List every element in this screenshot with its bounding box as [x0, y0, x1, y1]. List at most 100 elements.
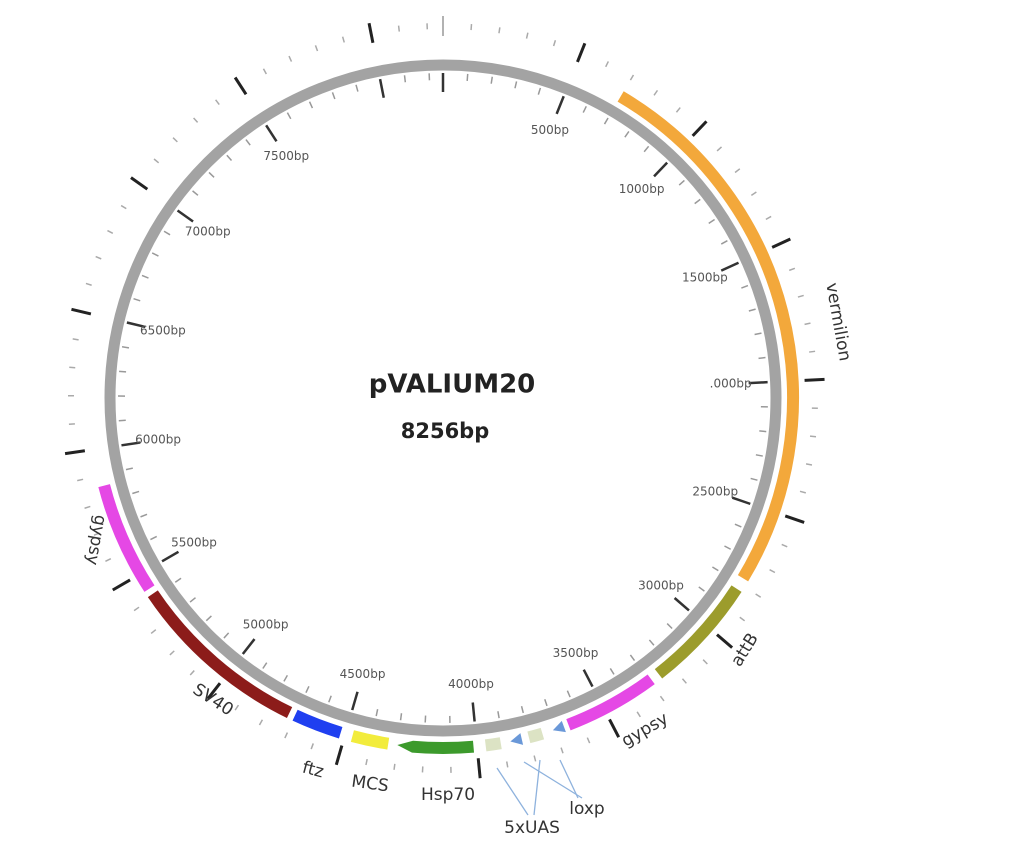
outer-tick: [785, 516, 804, 523]
inner-tick: [649, 640, 654, 645]
feature-label: vermilion: [821, 281, 854, 362]
inner-tick: [759, 431, 766, 432]
outer-tick: [740, 617, 745, 621]
inner-tick: [142, 275, 148, 278]
inner-tick: [263, 663, 267, 669]
inner-tick: [712, 567, 718, 571]
inner-tick: [380, 79, 384, 98]
inner-tick: [227, 155, 232, 160]
outer-tick: [96, 257, 102, 259]
position-label: 3500bp: [553, 646, 599, 660]
position-label: 6500bp: [140, 324, 186, 338]
inner-tick: [679, 180, 684, 185]
position-label: 7000bp: [185, 224, 231, 238]
inner-tick: [721, 241, 727, 244]
inner-tick: [246, 140, 250, 146]
plasmid-title: pVALIUM20: [369, 370, 536, 400]
outer-tick: [105, 559, 110, 562]
inner-tick: [356, 85, 358, 92]
outer-tick: [369, 23, 373, 43]
outer-tick: [507, 761, 508, 767]
feature-arc: [352, 736, 388, 744]
inner-tick: [224, 633, 229, 638]
inner-tick: [699, 587, 705, 591]
outer-tick: [73, 339, 79, 340]
outer-tick: [190, 671, 194, 675]
feature-label: 5xUAS: [504, 818, 560, 838]
outer-tick: [789, 268, 795, 270]
inner-tick: [675, 598, 689, 610]
inner-tick: [721, 263, 738, 271]
feature-label: Hsp70: [421, 785, 475, 805]
inner-tick: [126, 468, 133, 470]
outer-tick: [717, 635, 732, 648]
feature-label: attB: [727, 630, 763, 671]
inner-tick: [310, 102, 313, 108]
inner-tick: [498, 711, 499, 718]
outer-tick: [71, 309, 90, 314]
outer-tick: [154, 159, 159, 163]
inner-tick: [695, 199, 701, 203]
inner-tick: [401, 713, 402, 720]
loxp-site: [553, 721, 566, 732]
inner-tick: [405, 75, 406, 82]
inner-tick: [467, 74, 468, 81]
outer-tick: [478, 758, 480, 778]
outer-tick: [285, 733, 288, 738]
outer-tick: [770, 570, 775, 573]
outer-tick: [259, 720, 262, 725]
outer-tick: [756, 594, 761, 597]
inner-tick: [515, 81, 517, 88]
inner-tick: [376, 709, 377, 716]
outer-tick: [554, 40, 556, 46]
feature-label: gypsy: [82, 513, 110, 566]
inner-tick: [522, 706, 524, 713]
inner-tick: [610, 668, 614, 674]
inner-tick: [150, 536, 156, 539]
outer-tick: [682, 679, 686, 684]
loxp-site: [510, 733, 523, 745]
inner-tick: [152, 253, 158, 256]
leader-line: [560, 760, 578, 798]
inner-tick: [243, 639, 255, 654]
outer-tick: [806, 464, 812, 465]
feature-label: ftz: [300, 758, 326, 783]
position-label: 2500bp: [692, 484, 738, 498]
plasmid-length: 8256bp: [401, 419, 490, 443]
outer-tick: [809, 351, 815, 352]
position-label: .000bp: [710, 376, 752, 390]
inner-tick: [193, 191, 198, 195]
outer-tick: [113, 580, 130, 590]
inner-tick: [164, 231, 170, 235]
position-label: 500bp: [531, 123, 569, 137]
outer-tick: [800, 491, 806, 493]
inner-tick: [190, 598, 195, 602]
inner-tick: [162, 552, 178, 562]
inner-tick: [605, 118, 609, 124]
inner-tick: [491, 77, 492, 84]
inner-tick: [284, 675, 287, 681]
inner-tick: [132, 491, 139, 493]
inner-tick: [473, 703, 475, 722]
outer-tick: [289, 56, 291, 61]
inner-tick: [749, 309, 756, 311]
feature-label: MCS: [350, 771, 390, 796]
outer-tick: [134, 607, 139, 610]
position-label: 4000bp: [448, 677, 494, 691]
leader-line: [497, 768, 528, 815]
outer-tick: [772, 239, 790, 247]
outer-tick: [85, 506, 91, 508]
outer-tick: [343, 37, 345, 43]
outer-tick: [717, 147, 721, 151]
outer-tick: [587, 738, 589, 744]
outer-tick: [703, 660, 707, 664]
inner-tick: [178, 211, 194, 222]
outer-tick: [394, 764, 395, 770]
inner-tick: [306, 686, 309, 692]
inner-tick: [741, 286, 748, 288]
feature-label: gypsy: [618, 709, 672, 752]
position-label: 6000bp: [135, 432, 181, 446]
position-label: 1000bp: [619, 182, 665, 196]
